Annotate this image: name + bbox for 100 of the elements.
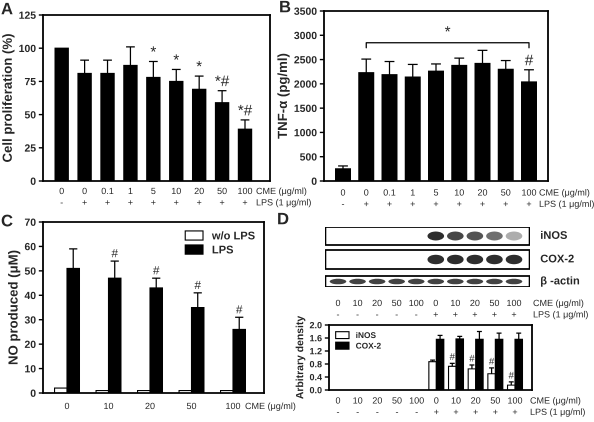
text: D — [278, 212, 288, 224]
y-tick-label: 0 — [30, 178, 36, 185]
category-label: 20 + — [470, 300, 480, 317]
chart-title: C — [2, 214, 13, 226]
x-tick-label: 10 + — [172, 188, 181, 205]
annotation: * — [150, 46, 156, 52]
y-axis-title: Arbitrary density — [296, 316, 306, 399]
category-label: 50 + — [490, 300, 500, 317]
legend-label: LPS — [212, 246, 234, 254]
x-tick-label: 50 + — [501, 189, 510, 206]
y-tick-label: 100 — [19, 44, 36, 52]
category-label: 10 - — [353, 300, 362, 316]
y-tick-label: 3000 — [294, 32, 317, 40]
annotation: *# — [238, 104, 252, 116]
x-tick-label: 0.1 + — [102, 188, 114, 205]
x-tick-label: 100 + — [238, 188, 252, 205]
y-tick-label: 30 — [24, 316, 36, 324]
x-axis-title: CME (μg/ml) LPS (1 μg/ml) — [530, 397, 585, 417]
y-tick-label: 60 — [24, 242, 36, 250]
x-axis-title: CME (μg/ml) LPS (1 μg/ml) — [256, 188, 311, 208]
category-label: 100 - — [409, 300, 424, 316]
annotation: * — [174, 54, 179, 60]
y-tick-label: 3500 — [294, 8, 317, 15]
y-tick-label: 0.0 — [310, 386, 322, 394]
x-tick-label: 100 + — [508, 397, 522, 414]
x-tick-label: 50 — [186, 402, 196, 410]
x-tick-label: 0 + — [82, 188, 87, 205]
y-tick-label: 2500 — [294, 56, 317, 64]
chart-title: A — [1, 2, 13, 14]
y-tick-label: 0.8 — [310, 360, 322, 368]
x-axis-title: CME (μg/ml) — [245, 402, 296, 411]
annotation: * — [196, 61, 202, 66]
annotation: # — [508, 372, 514, 378]
x-tick-label: 10 — [104, 402, 114, 410]
x-tick-label: 0 - — [60, 188, 64, 204]
y-tick-label: 2000 — [294, 80, 317, 88]
legend-label: iNOS — [356, 332, 376, 338]
y-tick-label: 2.0 — [310, 322, 322, 328]
x-tick-label: 100 - — [410, 397, 424, 413]
annotation: # — [469, 354, 475, 362]
x-axis-title: CME (μg/ml) LPS (1 μg/ml) — [539, 189, 594, 209]
x-tick-label: 10 + — [454, 189, 464, 206]
y-tick-label: 1500 — [294, 104, 317, 112]
x-tick-label: 0 - — [336, 397, 340, 413]
legend-label: w/o LPS — [212, 231, 255, 240]
y-tick-label: 10 — [25, 365, 36, 372]
x-tick-label: 100 + — [522, 189, 536, 206]
annotation: *# — [215, 76, 230, 86]
annotation: # — [236, 305, 242, 314]
chart-title: B — [280, 0, 290, 12]
category-label: 0 + — [434, 300, 438, 317]
category-label: 50 - — [392, 300, 402, 316]
category-label: 0 - — [336, 300, 340, 316]
x-tick-label: 20 - — [372, 397, 382, 413]
x-tick-label: 0 - — [340, 189, 346, 205]
y-tick-label: 1000 — [294, 128, 317, 136]
y-tick-label: 0.4 — [310, 374, 322, 380]
x-tick-label: 1 + — [410, 189, 415, 206]
text: CME (μg/ml) LPS (1 μg/ml) — [533, 300, 588, 320]
x-tick-label: 10 - — [353, 397, 362, 413]
y-tick-label: 0 — [30, 390, 36, 397]
x-tick-label: 1 + — [128, 188, 133, 205]
y-tick-label: 0 — [312, 178, 317, 185]
y-axis-title: NO produced (μM) — [8, 250, 20, 364]
x-tick-label: 0 + — [434, 397, 439, 414]
x-tick-label: 20 + — [478, 189, 488, 206]
x-tick-label: 100 — [226, 402, 240, 410]
y-tick-label: 75 — [24, 78, 36, 86]
x-tick-label: 5 + — [434, 189, 438, 206]
text: iNOS — [541, 230, 567, 239]
legend-label: COX-2 — [356, 342, 381, 349]
x-tick-label: 0.1 + — [384, 189, 396, 206]
category-label: 100 + — [507, 300, 522, 317]
annotation: # — [111, 249, 118, 258]
x-tick-label: 50 - — [392, 397, 402, 413]
y-tick-label: 1.2 — [310, 348, 322, 354]
x-tick-label: 20 + — [194, 188, 204, 205]
x-tick-label: 20 — [145, 402, 155, 410]
x-tick-label: 0 — [64, 402, 70, 410]
y-axis-title: Cell proliferation (%) — [2, 34, 15, 162]
y-tick-label: 1.6 — [310, 334, 322, 342]
y-tick-label: 20 — [24, 340, 36, 348]
annotation: # — [152, 266, 160, 274]
x-tick-label: 0 + — [364, 189, 368, 206]
y-tick-label: 25 — [24, 144, 36, 152]
x-tick-label: 50 + — [490, 397, 500, 414]
y-tick-label: 70 — [24, 218, 36, 226]
text: COX-2 — [540, 254, 574, 262]
x-tick-label: 5 + — [151, 188, 156, 205]
y-tick-label: 500 — [300, 153, 317, 161]
annotation: * — [444, 26, 450, 32]
y-axis-title: TNF-α (pg/ml) — [277, 54, 290, 139]
x-tick-label: 20 + — [471, 397, 480, 414]
category-label: 20 - — [372, 300, 382, 316]
annotation: # — [450, 353, 455, 360]
y-tick-label: 50 — [24, 267, 36, 275]
category-label: 10 + — [451, 300, 460, 317]
y-tick-label: 125 — [19, 12, 36, 19]
annotation: # — [524, 54, 534, 66]
y-tick-label: 40 — [24, 292, 36, 300]
